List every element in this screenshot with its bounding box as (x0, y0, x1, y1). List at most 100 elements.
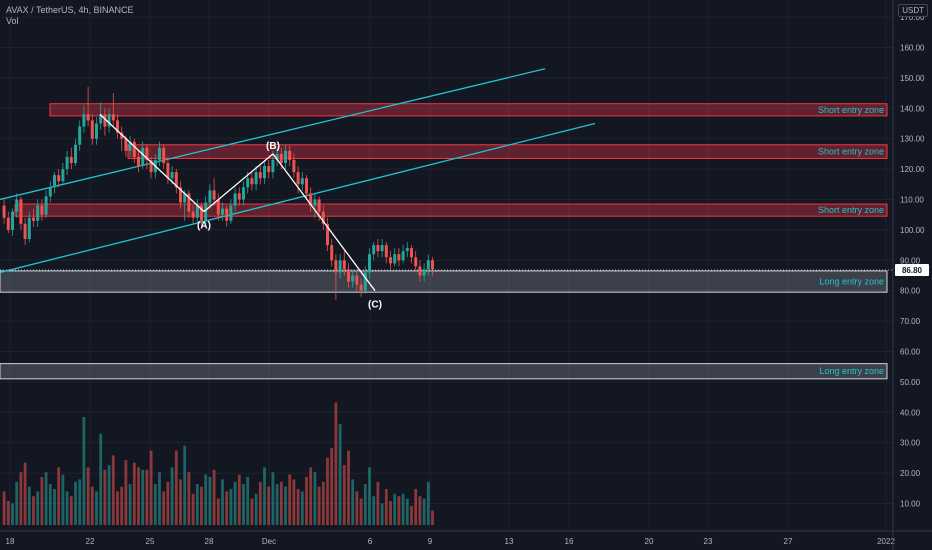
y-tick-label: 50.00 (900, 378, 921, 387)
volume-bar (397, 496, 401, 525)
channel-line (0, 68, 546, 201)
volume-bar (405, 498, 409, 525)
zone-layer: Short entry zone Short entry zone Short en… (0, 103, 888, 380)
volume-bar (195, 484, 199, 525)
candle-body (254, 172, 258, 185)
volume-bar (393, 493, 397, 525)
candle-body (57, 175, 61, 182)
candle-body (90, 120, 94, 139)
grid-layer (0, 0, 893, 530)
candle-body (242, 187, 245, 200)
volume-bar (221, 479, 224, 525)
volume-bar (107, 465, 111, 525)
zone-label: Long entry zone (819, 277, 884, 287)
candle-body (212, 190, 216, 200)
volume-bar (342, 465, 346, 525)
candle-body (263, 166, 266, 179)
y-tick-label: 90.00 (900, 256, 921, 265)
candle-body (309, 193, 313, 206)
candle-body (284, 150, 287, 163)
candle-body (111, 114, 115, 121)
volume-bar (120, 486, 124, 525)
candle-body (233, 193, 237, 206)
volume-bar (376, 481, 380, 525)
volume-bar (372, 496, 376, 525)
candle-body (368, 254, 371, 273)
volume-bar (153, 484, 157, 525)
candle-body (116, 120, 119, 133)
candle-body (355, 275, 359, 285)
volume-bar (254, 493, 258, 525)
candle-body (53, 175, 56, 188)
candle-body (204, 202, 208, 221)
candle-body (61, 169, 65, 182)
volume-bar (32, 496, 35, 525)
candle-body (296, 172, 300, 185)
candle-body (74, 144, 77, 163)
wave-label: (C) (368, 300, 382, 311)
candle-body (11, 211, 14, 230)
candle-body (225, 208, 229, 221)
candle-body (103, 114, 107, 127)
channel-line (0, 122, 596, 274)
currency-badge[interactable]: USDT (898, 4, 928, 17)
x-tick-label: 27 (784, 537, 793, 546)
volume-bar (69, 496, 73, 525)
candle-body (393, 254, 397, 264)
volume-bar (389, 501, 392, 525)
candle-body (187, 193, 191, 212)
volume-bar (321, 481, 325, 525)
volume-bar (44, 472, 48, 525)
volume-bar (19, 472, 23, 525)
wave-segment (203, 153, 274, 213)
candle-body (221, 208, 224, 215)
candle-body (124, 138, 128, 151)
volume-bar (82, 417, 86, 525)
y-tick-label: 150.00 (900, 74, 925, 83)
volume-bar (132, 462, 136, 525)
candle-body (40, 205, 44, 215)
candle-body (275, 153, 279, 160)
y-tick-label: 140.00 (900, 104, 925, 113)
volume-bar (200, 486, 203, 525)
candle-body (431, 260, 434, 270)
candle-body (78, 126, 82, 145)
candle-body (149, 159, 153, 173)
candle-body (170, 172, 174, 179)
volume-bar (162, 491, 166, 525)
volume-bar (48, 484, 52, 525)
wave-label: (A) (197, 221, 211, 232)
volume-bar (191, 493, 195, 525)
symbol-title: AVAX / TetherUS, 4h, BINANCE (6, 5, 134, 15)
volume-bar (368, 467, 371, 525)
volume-bar (183, 445, 187, 525)
candle-body (216, 199, 220, 215)
candle-body (15, 199, 19, 212)
volume-bar (53, 489, 56, 525)
volume-bar (317, 486, 321, 525)
volume-bar (124, 460, 128, 525)
volume-bar (313, 472, 317, 525)
candle-body (174, 172, 178, 188)
candle-body (19, 199, 23, 224)
candle-body (107, 114, 111, 127)
candle-body (334, 260, 338, 273)
candle-body (363, 272, 367, 291)
candle-body (246, 178, 250, 188)
y-tick-label: 120.00 (900, 165, 925, 174)
volume-bar (422, 498, 426, 525)
x-tick-label: Dec (262, 537, 276, 546)
candle-body (86, 114, 90, 121)
volume-bar (6, 501, 10, 525)
x-tick-label: 23 (704, 537, 713, 546)
candle-body (321, 211, 325, 224)
candle-body (271, 159, 275, 173)
y-tick-label: 30.00 (900, 439, 921, 448)
candle-body (397, 254, 401, 261)
y-tick-label: 100.00 (900, 226, 925, 235)
y-tick-label: 80.00 (900, 287, 921, 296)
candle-body (191, 211, 195, 218)
volume-bar (258, 481, 262, 525)
